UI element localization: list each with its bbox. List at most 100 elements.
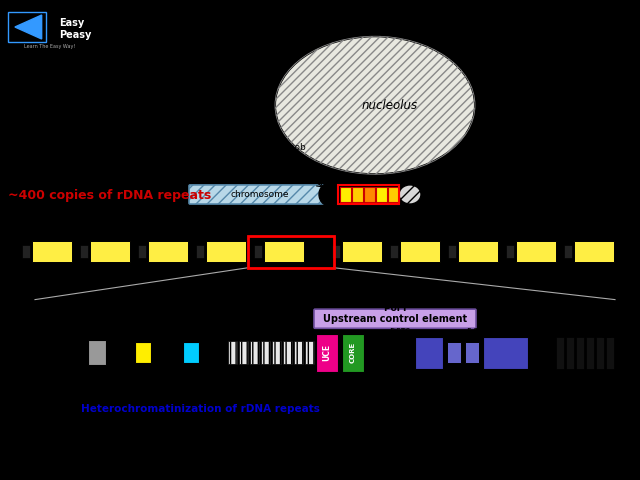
Bar <box>272 341 281 364</box>
Text: rDNA: rDNA <box>277 233 291 238</box>
Text: satellite: satellite <box>458 184 495 192</box>
Text: IGS: IGS <box>138 237 147 242</box>
FancyBboxPatch shape <box>314 309 476 328</box>
Bar <box>400 241 440 263</box>
Ellipse shape <box>275 36 475 174</box>
Bar <box>148 241 188 263</box>
Bar <box>483 337 528 369</box>
Text: IGS: IGS <box>389 237 399 242</box>
Bar <box>388 187 399 202</box>
Bar <box>586 337 594 369</box>
Bar <box>248 236 334 268</box>
Bar <box>352 187 363 202</box>
Text: rDNA: rDNA <box>161 233 175 238</box>
Text: IGS: IGS <box>21 237 31 242</box>
Bar <box>135 342 151 363</box>
Bar <box>332 245 340 258</box>
Bar <box>576 337 584 369</box>
Bar <box>606 337 614 369</box>
Text: Heterochromatinization of rDNA repeats: Heterochromatinization of rDNA repeats <box>81 404 319 414</box>
Text: nucleolus: nucleolus <box>362 99 418 112</box>
Bar <box>390 245 398 258</box>
Text: IGS: IGS <box>563 237 573 242</box>
Text: T: T <box>577 374 582 383</box>
Text: ITS2: ITS2 <box>465 368 479 372</box>
Bar <box>596 337 604 369</box>
Text: 18S: 18S <box>421 374 437 383</box>
Bar <box>316 334 338 372</box>
Bar <box>564 245 572 258</box>
Text: enhancer
elements: enhancer elements <box>258 294 298 313</box>
Bar <box>342 241 382 263</box>
Bar <box>183 342 199 363</box>
Text: IGS: IGS <box>195 237 205 242</box>
Bar <box>88 340 106 365</box>
Text: rDNA: rDNA <box>103 233 117 238</box>
Bar <box>239 341 248 364</box>
Text: 5'ETS: 5'ETS <box>389 328 411 337</box>
Text: Pol I (pRNA): Pol I (pRNA) <box>184 304 246 313</box>
Text: A terminator-like sequence: A terminator-like sequence <box>335 298 495 308</box>
Bar <box>206 241 246 263</box>
Bar <box>264 241 304 263</box>
Bar <box>254 245 262 258</box>
Ellipse shape <box>399 185 421 204</box>
Text: CORE: CORE <box>350 342 356 363</box>
Text: 28S: 28S <box>497 374 513 383</box>
Text: ~400 copies of rDNA repeats: ~400 copies of rDNA repeats <box>8 189 211 202</box>
Text: UCE: UCE <box>323 344 332 361</box>
Bar <box>566 337 574 369</box>
Bar <box>32 241 72 263</box>
Bar <box>574 241 614 263</box>
Bar <box>447 342 461 363</box>
Text: Pol I: Pol I <box>384 304 406 313</box>
Bar <box>138 245 146 258</box>
Bar <box>368 336 382 370</box>
Text: IGS: IGS <box>332 237 340 242</box>
Text: 47S rRNA
promoter: 47S rRNA promoter <box>314 376 350 396</box>
Bar <box>305 341 314 364</box>
Bar <box>8 12 45 42</box>
Bar <box>250 341 259 364</box>
Text: IGS: IGS <box>601 330 620 340</box>
Text: Learn The Easy Way!: Learn The Easy Way! <box>24 44 76 49</box>
Text: rDNA: rDNA <box>413 233 427 238</box>
Bar <box>261 341 270 364</box>
Text: NOR: NOR <box>359 214 381 224</box>
Bar <box>364 187 375 202</box>
Text: Easy: Easy <box>60 18 84 28</box>
Bar <box>338 185 399 204</box>
Text: ITS1: ITS1 <box>447 368 461 372</box>
Text: rDNA: rDNA <box>355 233 369 238</box>
Bar <box>448 245 456 258</box>
Text: IGS: IGS <box>79 237 89 242</box>
Text: Upstream control element: Upstream control element <box>323 314 467 324</box>
Text: rDNA: rDNA <box>529 233 543 238</box>
Text: 3'ETS: 3'ETS <box>536 328 557 337</box>
Bar <box>516 241 556 263</box>
Text: ORI: ORI <box>90 328 104 337</box>
Bar <box>458 241 498 263</box>
Bar <box>228 341 237 364</box>
Text: IGS: IGS <box>506 237 515 242</box>
Text: rDNA: rDNA <box>587 233 601 238</box>
Text: Peasy: Peasy <box>60 30 92 40</box>
Bar <box>90 241 130 263</box>
Text: spacer
promoter: spacer promoter <box>175 368 207 381</box>
Bar <box>283 341 292 364</box>
Bar <box>80 245 88 258</box>
Text: chromosome: chromosome <box>231 190 289 199</box>
Text: heterochromatin knob
(chromomere): heterochromatin knob (chromomere) <box>205 143 305 163</box>
Text: rDNA: rDNA <box>219 233 233 238</box>
Bar <box>342 334 364 372</box>
Bar <box>415 337 443 369</box>
Text: rDNA: rDNA <box>45 233 59 238</box>
Bar <box>506 245 514 258</box>
Bar <box>22 245 30 258</box>
Bar <box>294 341 303 364</box>
Text: IGS: IGS <box>447 237 457 242</box>
Bar <box>465 342 479 363</box>
Text: ncRNA
promoter: ncRNA promoter <box>81 368 113 381</box>
Text: T₀: T₀ <box>371 374 380 383</box>
Bar <box>376 187 387 202</box>
